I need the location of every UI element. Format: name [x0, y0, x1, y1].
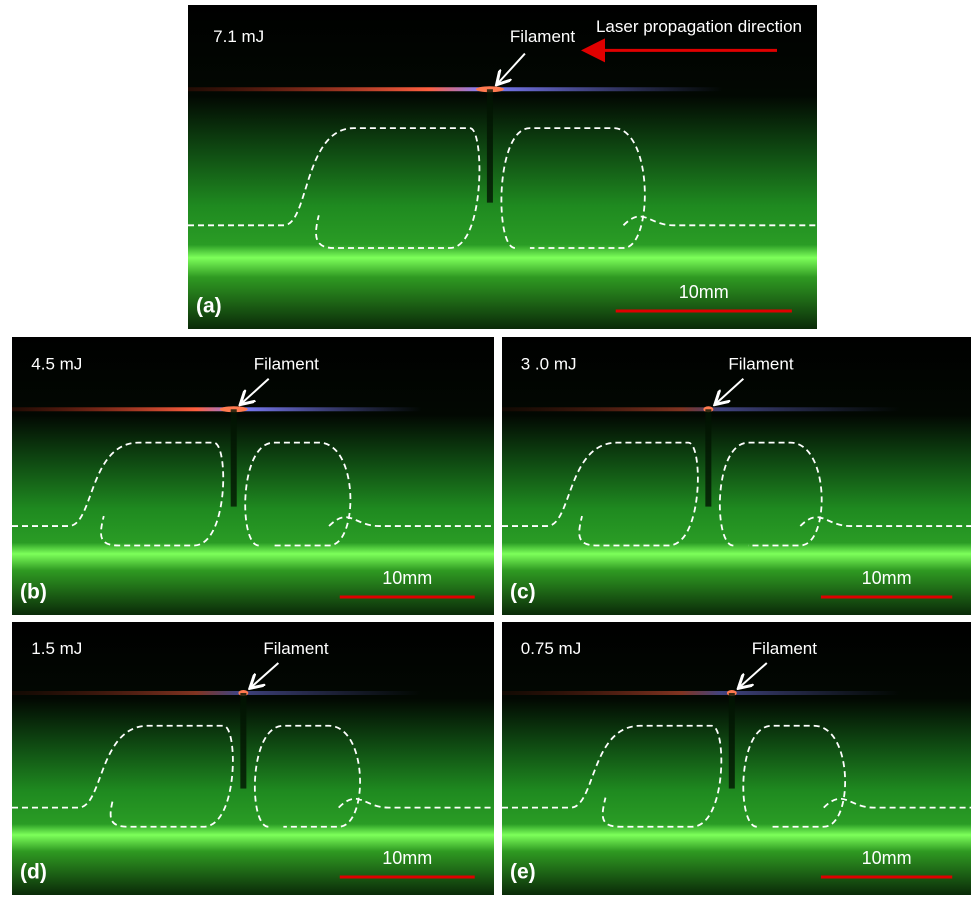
panel: 3 .0 mJ Filament 10mm (c) [502, 337, 971, 615]
filament-beam [502, 691, 901, 695]
filament-beam [502, 407, 901, 411]
panel-label: (b) [20, 581, 47, 604]
figure: 7.1 mJ Filament 10mm (a) Laser propagation d… [0, 0, 973, 897]
energy-label: 1.5 mJ [31, 639, 82, 658]
panel: 0.75 mJ Filament 10mm (e) [502, 622, 971, 895]
wake [705, 409, 711, 506]
scale-label: 10mm [382, 848, 432, 868]
scale-label: 10mm [862, 848, 912, 868]
wake [240, 693, 246, 789]
filament-label: Filament [254, 354, 319, 373]
filament-beam [12, 407, 422, 411]
panel: 1.5 mJ Filament 10mm (d) [12, 622, 494, 895]
energy-label: 7.1 mJ [213, 27, 264, 46]
direction-label: Laser propagation direction [596, 17, 802, 36]
wake [487, 89, 493, 202]
filament-beam [12, 691, 422, 695]
energy-label: 0.75 mJ [521, 639, 581, 658]
scale-label: 10mm [862, 568, 912, 588]
scale-label: 10mm [679, 282, 729, 302]
energy-label: 4.5 mJ [31, 354, 82, 373]
panel-label: (e) [510, 861, 536, 884]
filament-beam [188, 87, 723, 91]
filament-label: Filament [510, 27, 575, 46]
scale-label: 10mm [382, 568, 432, 588]
wake [729, 693, 735, 789]
panel: 7.1 mJ Filament 10mm (a) Laser propagation d… [188, 5, 817, 329]
energy-label: 3 .0 mJ [521, 354, 577, 373]
photo-background [188, 5, 817, 329]
filament-label: Filament [728, 354, 793, 373]
filament-label: Filament [263, 639, 328, 658]
panel-label: (c) [510, 581, 536, 604]
panel: 4.5 mJ Filament 10mm (b) [12, 337, 494, 615]
filament-label: Filament [752, 639, 817, 658]
panel-label: (a) [196, 295, 222, 318]
panel-label: (d) [20, 861, 47, 884]
wake [231, 409, 237, 506]
